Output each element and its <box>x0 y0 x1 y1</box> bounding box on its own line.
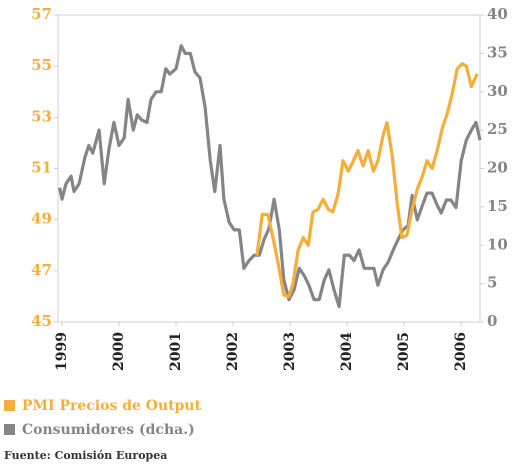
y-tick-label: 47 <box>31 261 52 279</box>
y2-tick-label: 25 <box>487 120 508 138</box>
x-tick-label: 2005 <box>396 332 412 371</box>
legend-swatch <box>4 424 15 435</box>
x-tick-label: 2001 <box>168 332 184 371</box>
y-tick-label: 57 <box>31 5 52 23</box>
y-tick-label: 45 <box>31 312 52 330</box>
y2-tick-label: 20 <box>487 159 508 177</box>
y2-tick-label: 0 <box>487 312 497 330</box>
source-note: Fuente: Comisión Europea <box>4 449 167 462</box>
y-tick-label: 55 <box>31 56 52 74</box>
series-line <box>58 44 482 309</box>
plot-frame <box>57 14 481 323</box>
legend-label: Consumidores (dcha.) <box>22 422 195 438</box>
legend-label: PMI Precios de Output <box>22 398 202 414</box>
y2-tick-label: 5 <box>487 274 497 292</box>
legend-swatch <box>4 400 15 411</box>
y-tick-label: 53 <box>31 107 52 125</box>
y2-tick-label: 40 <box>487 5 508 23</box>
x-tick-label: 1999 <box>54 332 70 371</box>
x-tick-label: 2003 <box>282 332 298 371</box>
y-tick-label: 49 <box>31 210 52 228</box>
y2-tick-label: 10 <box>487 235 508 253</box>
y2-tick-label: 15 <box>487 197 508 215</box>
x-tick-label: 2004 <box>339 332 355 371</box>
series-line <box>255 62 479 298</box>
y2-tick-label: 30 <box>487 82 508 100</box>
x-tick-label: 2002 <box>225 332 241 371</box>
y-tick-label: 51 <box>31 159 52 177</box>
x-tick-label: 2006 <box>453 332 469 371</box>
x-tick-label: 2000 <box>111 332 127 371</box>
y2-tick-label: 35 <box>487 43 508 61</box>
